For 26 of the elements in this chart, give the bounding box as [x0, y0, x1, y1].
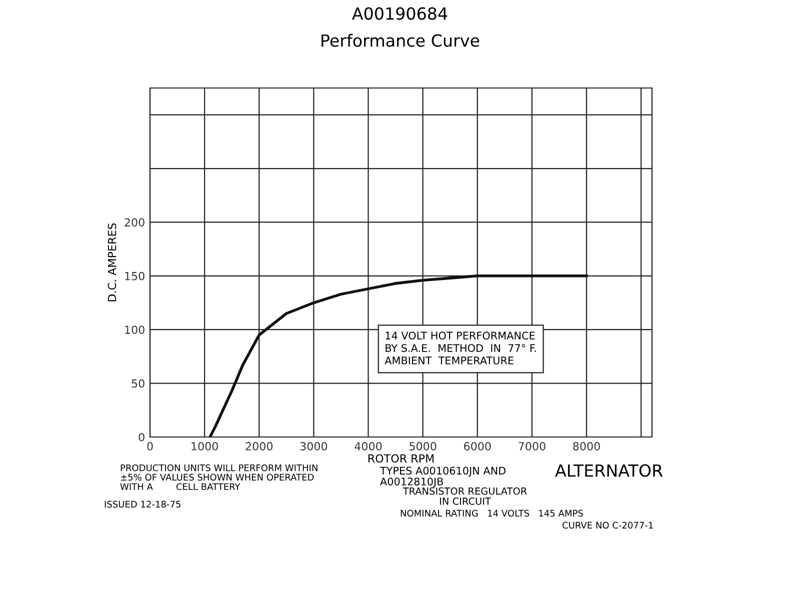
x-tick-label: 4000 [354, 442, 382, 450]
text: TRANSISTOR REGULATOR IN CIRCUIT [402, 487, 527, 505]
text: CURVE NO C-2077-1 [562, 522, 653, 529]
y-tick-label: 150 [125, 272, 144, 280]
x-tick-label: 7000 [518, 442, 546, 450]
x-tick-label: 3000 [300, 442, 328, 450]
y-tick-label: 200 [124, 218, 144, 227]
x-tick-label: 6000 [464, 442, 491, 450]
x-tick-label: 1000 [192, 442, 218, 450]
annotation: 14 VOLT HOT PERFORMANCE BY S.A.E. METHOD IN 77° F. AMBIENT TEMPERATURE [384, 332, 536, 364]
y-axis-title: D.C. AMPERES [108, 223, 116, 302]
x-tick-label: 0 [147, 442, 153, 450]
chart-title: A00190684 [352, 7, 448, 20]
text: NOMINAL RATING 14 VOLTS 145 AMPS [400, 510, 583, 517]
x-tick-label: 8000 [573, 442, 600, 450]
y-tick-label: 0 [138, 432, 144, 442]
x-axis-title: ROTOR RPM [368, 454, 434, 463]
y-tick-label: 50 [132, 379, 144, 388]
text: ISSUED 12-18-75 [104, 500, 180, 508]
y-tick-label: 100 [125, 326, 144, 334]
x-tick-label: 5000 [410, 442, 436, 450]
x-tick-label: 2000 [246, 442, 273, 450]
chart-subtitle: Performance Curve [322, 34, 480, 47]
text: ALTERNATOR [555, 464, 663, 477]
text: PRODUCTION UNITS WILL PERFORM WITHIN ±5% OF VALUES SHOWN WHEN OPERATED WITH A CELL BATTERY [120, 464, 318, 490]
text: TYPES A0010610JN AND A0012810JB [380, 466, 506, 488]
